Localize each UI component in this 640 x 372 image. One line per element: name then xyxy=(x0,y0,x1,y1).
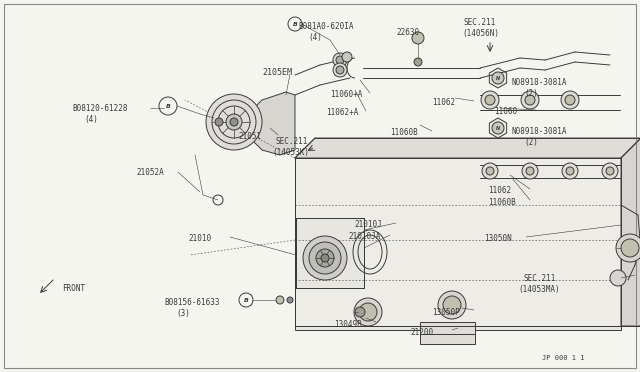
Text: B: B xyxy=(244,298,248,302)
Circle shape xyxy=(526,167,534,175)
Circle shape xyxy=(230,118,238,126)
Text: SEC.211: SEC.211 xyxy=(524,274,556,283)
Circle shape xyxy=(412,32,424,44)
Circle shape xyxy=(321,254,329,262)
Text: 11062: 11062 xyxy=(432,98,455,107)
Text: B081A0-620IA: B081A0-620IA xyxy=(298,22,353,31)
Circle shape xyxy=(486,167,494,175)
Circle shape xyxy=(288,17,302,31)
Text: B: B xyxy=(292,22,298,26)
Bar xyxy=(312,158,620,326)
Circle shape xyxy=(561,91,579,109)
Circle shape xyxy=(492,122,504,134)
Text: 21010: 21010 xyxy=(188,234,211,243)
Text: (2): (2) xyxy=(524,138,538,147)
Polygon shape xyxy=(295,138,640,158)
Text: (14056N): (14056N) xyxy=(462,29,499,38)
Circle shape xyxy=(443,296,461,314)
Circle shape xyxy=(414,58,422,66)
Circle shape xyxy=(342,52,352,62)
Text: 21010J: 21010J xyxy=(354,220,381,229)
Circle shape xyxy=(602,163,618,179)
Text: N08918-3081A: N08918-3081A xyxy=(512,78,568,87)
Circle shape xyxy=(562,163,578,179)
Circle shape xyxy=(333,63,347,77)
Text: 2105EM: 2105EM xyxy=(262,68,292,77)
Circle shape xyxy=(616,234,640,262)
Circle shape xyxy=(525,95,535,105)
Text: 11060B: 11060B xyxy=(390,128,418,137)
Circle shape xyxy=(482,163,498,179)
Text: 21010JA: 21010JA xyxy=(348,232,380,241)
Text: SEC.211: SEC.211 xyxy=(464,18,497,27)
Text: FRONT: FRONT xyxy=(62,284,85,293)
Text: N: N xyxy=(496,76,500,80)
Text: SEC.211: SEC.211 xyxy=(276,137,308,146)
Circle shape xyxy=(521,91,539,109)
Circle shape xyxy=(621,239,639,257)
Text: 21052A: 21052A xyxy=(136,168,164,177)
Circle shape xyxy=(287,297,293,303)
Circle shape xyxy=(354,298,382,326)
Polygon shape xyxy=(621,138,640,326)
Circle shape xyxy=(159,97,177,115)
Text: 13050P: 13050P xyxy=(432,308,460,317)
Text: 11060: 11060 xyxy=(494,107,517,116)
Circle shape xyxy=(610,270,626,286)
Text: B08120-61228: B08120-61228 xyxy=(72,104,127,113)
Circle shape xyxy=(309,242,341,274)
Circle shape xyxy=(336,56,344,64)
Text: B08156-61633: B08156-61633 xyxy=(164,298,220,307)
Polygon shape xyxy=(490,118,507,138)
Polygon shape xyxy=(252,92,295,155)
Circle shape xyxy=(239,293,253,307)
Circle shape xyxy=(606,167,614,175)
Text: 13050N: 13050N xyxy=(484,234,512,243)
Circle shape xyxy=(215,118,223,126)
Circle shape xyxy=(336,66,344,74)
Text: (14053K): (14053K) xyxy=(272,148,309,157)
Circle shape xyxy=(438,291,466,319)
Text: (4): (4) xyxy=(84,115,98,124)
Text: 11060B: 11060B xyxy=(488,198,516,207)
Text: 21200: 21200 xyxy=(410,328,433,337)
Text: (3): (3) xyxy=(176,309,190,318)
Text: N: N xyxy=(496,125,500,131)
Text: 11060+A: 11060+A xyxy=(330,90,362,99)
Circle shape xyxy=(566,167,574,175)
Bar xyxy=(420,322,475,344)
Text: (4): (4) xyxy=(308,33,322,42)
Text: 11062: 11062 xyxy=(488,186,511,195)
Circle shape xyxy=(485,95,495,105)
Circle shape xyxy=(226,114,242,130)
Text: (2): (2) xyxy=(524,89,538,98)
Text: 2105l: 2105l xyxy=(238,132,261,141)
Circle shape xyxy=(565,95,575,105)
Circle shape xyxy=(355,307,365,317)
Text: JP 000 1 1: JP 000 1 1 xyxy=(542,355,584,361)
Circle shape xyxy=(492,72,504,84)
Text: 11062+A: 11062+A xyxy=(326,108,358,117)
Circle shape xyxy=(481,91,499,109)
Circle shape xyxy=(206,94,262,150)
Circle shape xyxy=(276,296,284,304)
Text: (14053MA): (14053MA) xyxy=(518,285,559,294)
Text: B: B xyxy=(166,103,170,109)
Text: 13049B: 13049B xyxy=(334,320,362,329)
Bar xyxy=(295,158,621,330)
Text: N08918-3081A: N08918-3081A xyxy=(512,127,568,136)
Circle shape xyxy=(333,53,347,67)
Polygon shape xyxy=(295,158,621,326)
Bar xyxy=(296,218,364,288)
Circle shape xyxy=(316,249,334,267)
Circle shape xyxy=(522,163,538,179)
Polygon shape xyxy=(490,68,507,88)
Circle shape xyxy=(359,303,377,321)
Circle shape xyxy=(303,236,347,280)
Text: 22630: 22630 xyxy=(396,28,419,37)
